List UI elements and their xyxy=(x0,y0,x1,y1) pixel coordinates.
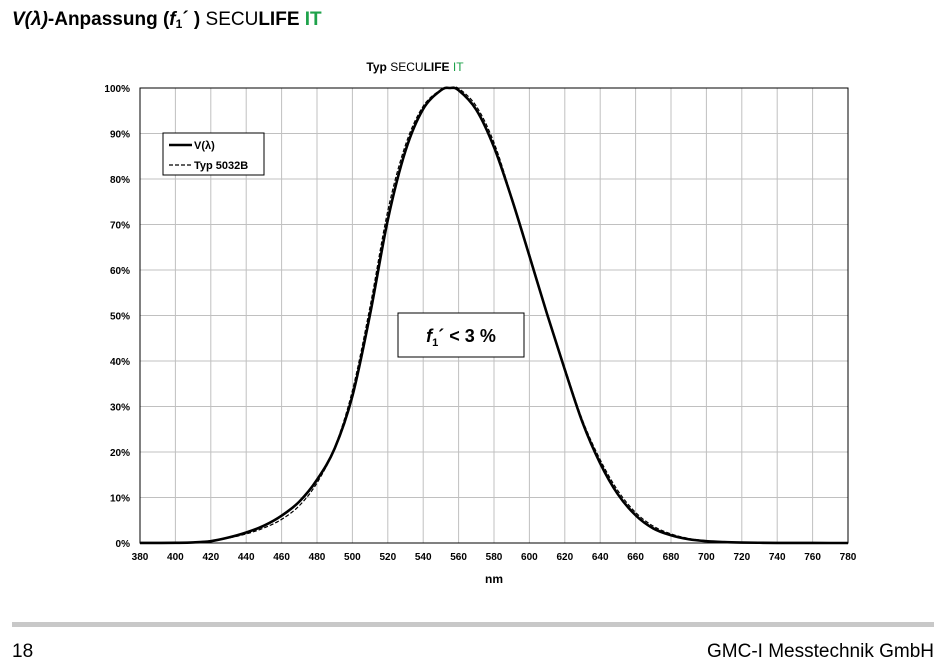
x-tick-label: 500 xyxy=(344,552,361,563)
y-tick-label: 60% xyxy=(110,266,130,277)
spectral-chart: Typ SECULIFE IT 380 400 420 440 460 480 500 520… xyxy=(104,60,857,586)
title-brand-secu: SECU xyxy=(205,9,259,30)
x-tick-label: 400 xyxy=(167,552,184,563)
series-v-lambda-line xyxy=(139,86,848,545)
x-tick-label: 660 xyxy=(627,552,644,563)
y-tick-label: 40% xyxy=(110,357,130,368)
x-tick-label: 560 xyxy=(450,552,467,563)
x-tick-label: 700 xyxy=(698,552,715,563)
x-axis-label: nm xyxy=(485,572,503,586)
chart-title-it: IT xyxy=(453,60,464,74)
title-prime: ´ ) xyxy=(182,9,201,30)
chart-title: Typ SECULIFE IT xyxy=(366,60,464,74)
legend-label-typ-5032b: Typ 5032B xyxy=(194,160,248,172)
x-tick-label: 760 xyxy=(804,552,821,563)
y-tick-label: 0% xyxy=(116,539,131,550)
x-tick-label: 600 xyxy=(521,552,538,563)
x-tick-label: 440 xyxy=(238,552,255,563)
x-tick-label: 780 xyxy=(840,552,857,563)
y-tick-label: 70% xyxy=(110,221,130,232)
annotation-rest: ´ < 3 % xyxy=(438,326,496,346)
y-tick-label: 100% xyxy=(104,84,130,95)
x-tick-label: 740 xyxy=(769,552,786,563)
y-tick-label: 10% xyxy=(110,494,130,505)
x-tick-label: 680 xyxy=(663,552,680,563)
x-tick-label: 580 xyxy=(486,552,503,563)
x-tick-label: 640 xyxy=(592,552,609,563)
y-tick-label: 80% xyxy=(110,175,130,186)
page-number: 18 xyxy=(12,641,34,662)
y-tick-label: 20% xyxy=(110,448,130,459)
annotation-f: f xyxy=(426,326,434,346)
x-tick-label: 540 xyxy=(415,552,432,563)
chart-title-life: LIFE xyxy=(424,60,450,74)
annotation: f1´ < 3 % xyxy=(397,312,525,358)
page-title: V(λ)-Anpassung (f1´ ) SECULIFE IT xyxy=(12,9,322,31)
x-tick-label: 420 xyxy=(202,552,219,563)
annotation-subscript: 1 xyxy=(432,337,438,349)
series-layer xyxy=(139,86,848,545)
chart-title-typ: Typ xyxy=(366,60,386,74)
x-axis-ticks: 380 400 420 440 460 480 500 520 540 560 580 600 620 6… xyxy=(132,552,857,563)
company-name: GMC-I Messtechnik GmbH xyxy=(707,641,934,662)
annotation-box xyxy=(397,312,525,358)
x-tick-label: 380 xyxy=(132,552,149,563)
plot-frame xyxy=(139,87,849,544)
x-tick-label: 620 xyxy=(556,552,573,563)
title-v-lambda: V(λ) xyxy=(12,9,48,30)
legend-box xyxy=(162,132,265,176)
y-tick-label: 50% xyxy=(110,312,130,323)
annotation-text: f1´ < 3 % xyxy=(426,326,496,349)
y-tick-label: 90% xyxy=(110,130,130,141)
title-f: f xyxy=(169,9,176,30)
title-brand-life: LIFE xyxy=(258,9,300,30)
y-axis-ticks: 0% 10% 20% 30% 40% 50% 60% 70% 80% 90% 100% xyxy=(104,84,130,550)
title-anpassung: -Anpassung ( xyxy=(47,9,170,30)
x-tick-label: 460 xyxy=(273,552,290,563)
x-tick-label: 520 xyxy=(379,552,396,563)
legend-label-v-lambda: V(λ) xyxy=(194,140,215,152)
legend: V(λ) Typ 5032B xyxy=(162,132,265,176)
x-tick-label: 720 xyxy=(733,552,750,563)
x-tick-label: 480 xyxy=(309,552,326,563)
title-brand-it: IT xyxy=(304,9,322,30)
footer-divider xyxy=(12,622,934,627)
y-tick-label: 30% xyxy=(110,403,130,414)
title-f-subscript: 1 xyxy=(175,17,183,31)
chart-title-secu: SECU xyxy=(390,60,423,74)
